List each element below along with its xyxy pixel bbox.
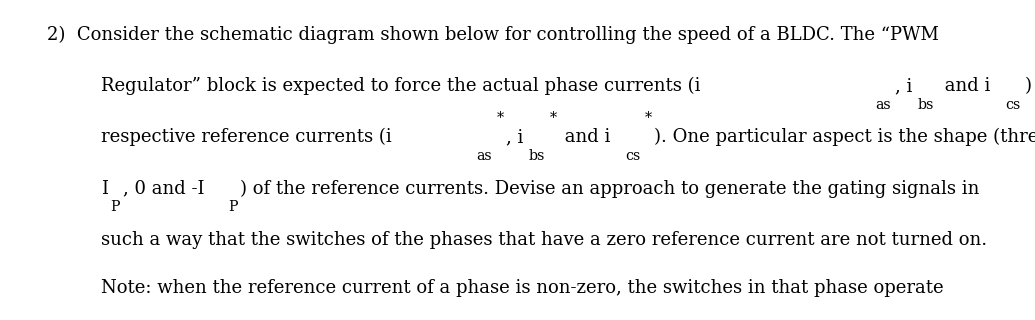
Text: as: as (875, 98, 890, 112)
Text: ) to follow the: ) to follow the (1025, 77, 1035, 95)
Text: cs: cs (1005, 98, 1021, 112)
Text: , 0 and -I: , 0 and -I (123, 180, 204, 197)
Text: P: P (228, 200, 237, 214)
Text: *: * (497, 111, 504, 124)
Text: , i: , i (506, 128, 524, 146)
Text: bs: bs (918, 98, 934, 112)
Text: and i: and i (939, 77, 990, 95)
Text: cs: cs (625, 149, 641, 163)
Text: such a way that the switches of the phases that have a zero reference current ar: such a way that the switches of the phas… (101, 231, 987, 249)
Text: ) of the reference currents. Devise an approach to generate the gating signals i: ) of the reference currents. Devise an a… (240, 179, 979, 197)
Text: Note: when the reference current of a phase is non-zero, the switches in that ph: Note: when the reference current of a ph… (101, 279, 944, 297)
Text: *: * (645, 111, 652, 124)
Text: as: as (476, 149, 493, 163)
Text: and i: and i (559, 128, 610, 146)
Text: 2)  Consider the schematic diagram shown below for controlling the speed of a BL: 2) Consider the schematic diagram shown … (47, 26, 939, 44)
Text: respective reference currents (i: respective reference currents (i (101, 128, 392, 146)
Text: , i: , i (895, 77, 913, 95)
Text: *: * (550, 111, 557, 124)
Text: bs: bs (528, 149, 544, 163)
Text: I: I (101, 180, 109, 197)
Text: P: P (111, 200, 120, 214)
Text: Regulator” block is expected to force the actual phase currents (i: Regulator” block is expected to force th… (101, 77, 701, 95)
Text: ). One particular aspect is the shape (three level,: ). One particular aspect is the shape (t… (654, 128, 1035, 146)
